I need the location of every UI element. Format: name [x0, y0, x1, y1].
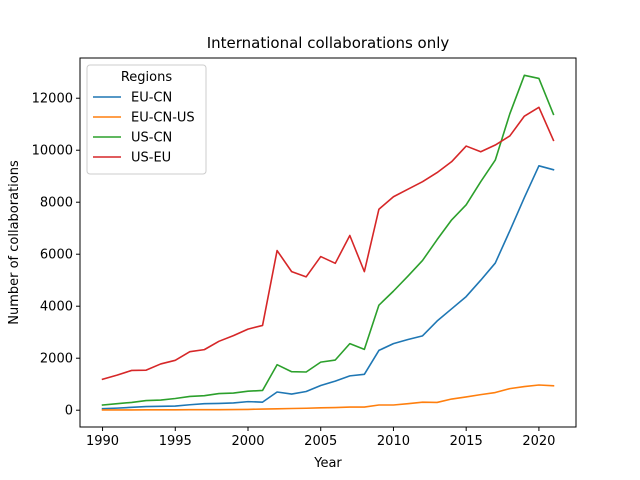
legend-label-us-cn: US-CN — [131, 131, 172, 146]
legend-label-eu-cn: EU-CN — [131, 91, 172, 106]
legend-label-us-eu: US-EU — [131, 151, 171, 166]
legend: Regions EU-CN EU-CN-US US-CN US-EU — [86, 64, 207, 175]
legend-box — [86, 64, 207, 175]
y-tick-label: 12000 — [32, 92, 73, 107]
y-axis: 0 2000 4000 6000 8000 10000 12000 — [32, 92, 80, 419]
y-tick-label: 8000 — [40, 196, 73, 211]
x-axis: 1990 1995 2000 2005 2010 2015 2020 — [86, 427, 555, 449]
y-tick-label: 2000 — [40, 352, 73, 367]
y-tick-label: 6000 — [40, 248, 73, 263]
y-axis-label: Number of collaborations — [7, 160, 22, 325]
series-line-eu-cn-us — [101, 384, 555, 411]
x-tick-label: 2015 — [450, 434, 483, 449]
series-layer — [101, 74, 555, 411]
y-tick-label: 0 — [65, 404, 73, 419]
x-axis-label: Year — [313, 456, 342, 471]
y-tick-label: 10000 — [32, 144, 73, 159]
series-line-eu-cn — [101, 165, 555, 410]
x-tick-label: 2005 — [304, 434, 337, 449]
x-tick-label: 2020 — [522, 434, 555, 449]
series-line-us-eu — [101, 106, 555, 381]
plot-area — [79, 57, 577, 428]
chart-title: International collaborations only — [207, 34, 450, 52]
legend-title: Regions — [121, 70, 173, 85]
y-tick-label: 4000 — [40, 300, 73, 315]
x-tick-label: 1995 — [159, 434, 192, 449]
x-tick-label: 1990 — [86, 434, 119, 449]
series-line-us-cn — [101, 74, 555, 406]
x-tick-label: 2010 — [377, 434, 410, 449]
legend-label-eu-cn-us: EU-CN-US — [131, 111, 195, 126]
x-tick-label: 2000 — [231, 434, 264, 449]
